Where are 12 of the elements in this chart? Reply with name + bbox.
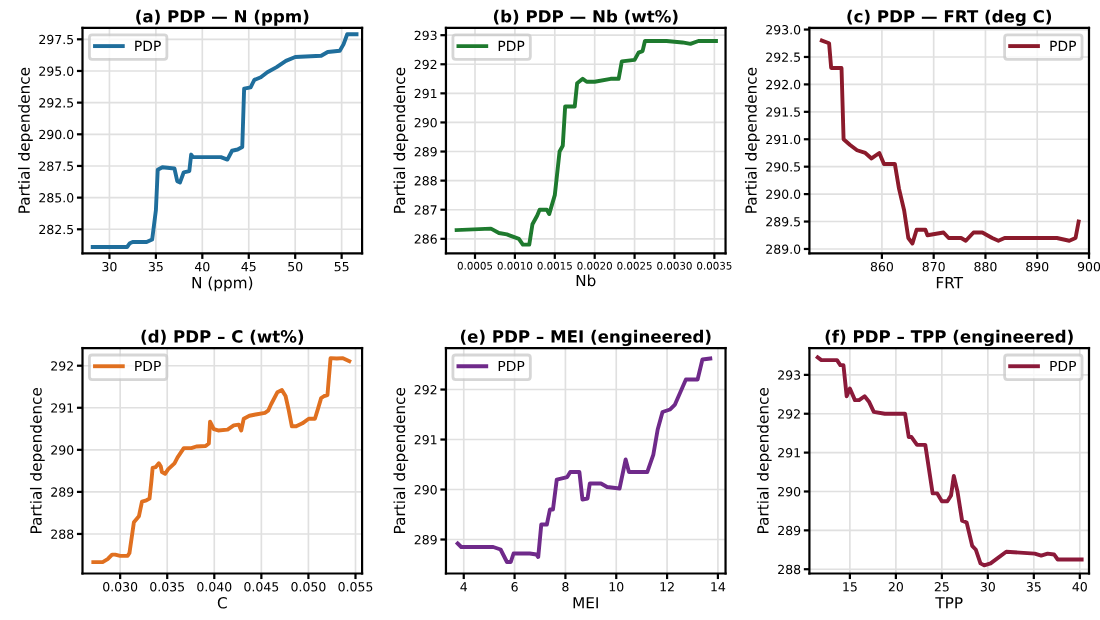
line-series xyxy=(815,355,1084,568)
chart-title: (b) PDP — Nb (wt%) xyxy=(493,9,678,25)
chart-title: (a) PDP — N (ppm) xyxy=(136,9,309,26)
chart-title: (e) PDP – MEI (engineered) xyxy=(460,329,711,347)
line-series xyxy=(819,38,1081,246)
line-series xyxy=(455,356,713,564)
chart-title: (c) PDP — FRT (deg C) xyxy=(847,9,1052,26)
chart-title: (f) PDP – TPP (engineered) xyxy=(825,329,1073,347)
line-series xyxy=(90,32,359,249)
line-series xyxy=(454,39,718,247)
line-series xyxy=(91,356,352,565)
chart-title: (d) PDP – C (wt%) xyxy=(141,329,304,345)
